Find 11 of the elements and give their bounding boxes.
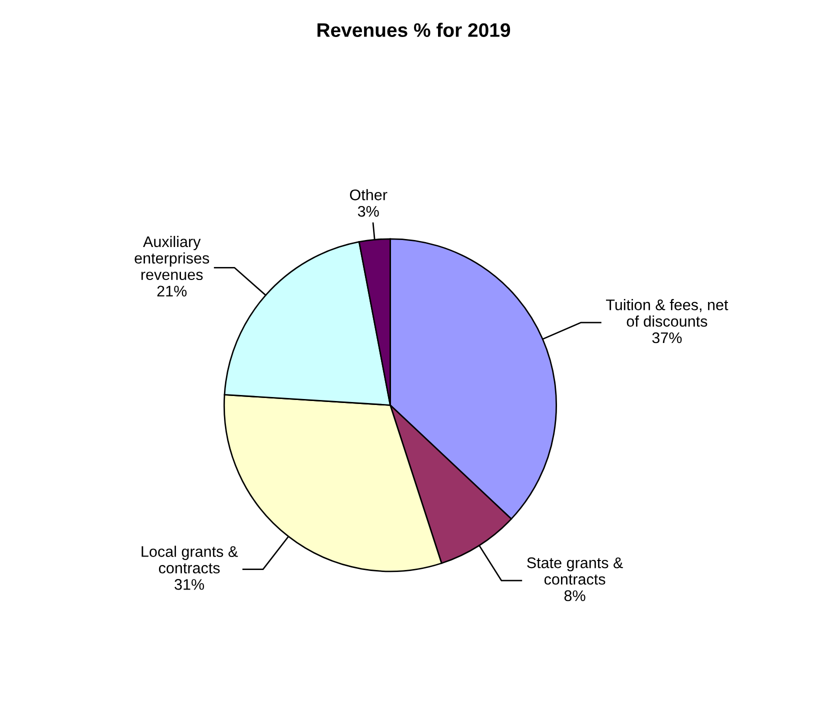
data-label: 3% (358, 206, 379, 217)
data-label: 31% (174, 579, 204, 590)
slice-label: Auxiliary enterprises revenues (134, 236, 210, 280)
data-label: 21% (157, 286, 187, 296)
slice-label: State grants & contracts (527, 557, 623, 585)
slice-label: Tuition & fees, net of discounts (606, 299, 728, 327)
data-label: 37% (652, 332, 682, 344)
slice-label: Other (350, 189, 388, 200)
chart-title: Revenues % for 2019 (318, 22, 510, 37)
slice-label: Local grants & contracts (142, 546, 238, 574)
data-label: 8% (564, 590, 586, 602)
